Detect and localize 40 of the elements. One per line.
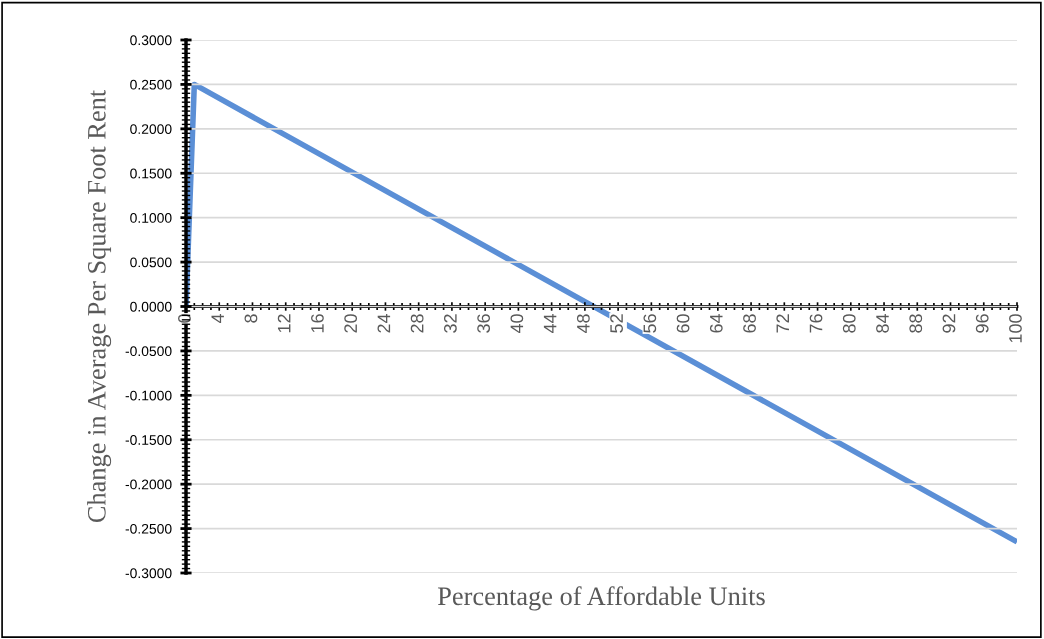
x-tick-label: 48 [576, 314, 590, 334]
x-tick-label: 44 [543, 313, 557, 334]
x-tick-label: 8 [244, 314, 258, 323]
x-tick-label: 92 [942, 314, 956, 333]
y-tick-label: 0.1500 [130, 168, 172, 179]
y-tick-label: 0.0000 [130, 301, 172, 312]
x-axis-title: Percentage of Affordable Units [437, 586, 765, 611]
x-tick-label: 12 [277, 314, 291, 333]
x-tick-label: 28 [410, 314, 424, 333]
x-tick-label: 20 [344, 314, 358, 333]
y-tick-label: -0.2500 [125, 523, 172, 534]
x-tick-label: 72 [776, 314, 789, 333]
y-tick-label: -0.3000 [125, 568, 172, 579]
x-tick-label: 88 [909, 314, 923, 333]
x-tick-label: 60 [676, 314, 690, 333]
x-tick-label: 4 [211, 313, 224, 324]
y-tick-label: 0.1000 [130, 213, 172, 223]
x-tick-label: 52 [610, 314, 623, 333]
y-tick-label: -0.1500 [125, 435, 172, 445]
x-tick-label: 16 [311, 314, 324, 333]
x-tick-label: 64 [709, 313, 723, 333]
y-axis-title: Change in Average Per Square Foot Rent [87, 89, 112, 523]
x-tick-label: 24 [377, 313, 391, 333]
x-tick-label: 96 [975, 314, 989, 333]
x-tick-label: 40 [510, 314, 524, 334]
x-tick-label: 68 [743, 314, 756, 333]
y-tick-label: -0.2000 [125, 479, 172, 490]
y-tick-label: 0.0500 [130, 257, 172, 268]
x-tick-label: 84 [876, 313, 889, 333]
x-tick-label: 32 [443, 314, 457, 333]
x-tick-label: 56 [643, 314, 657, 333]
y-tick-label: -0.0500 [125, 346, 172, 357]
y-tick-label: 0.2500 [130, 79, 172, 90]
x-tick-label: 36 [477, 314, 491, 333]
x-tick-label: 76 [809, 314, 823, 333]
x-tick-label: 80 [842, 314, 856, 333]
y-tick-label: 0.2000 [130, 124, 172, 134]
y-tick-label: 0.3000 [130, 35, 172, 46]
y-tick-label: -0.1000 [125, 390, 172, 401]
x-tick-label: 100 [1009, 314, 1022, 343]
